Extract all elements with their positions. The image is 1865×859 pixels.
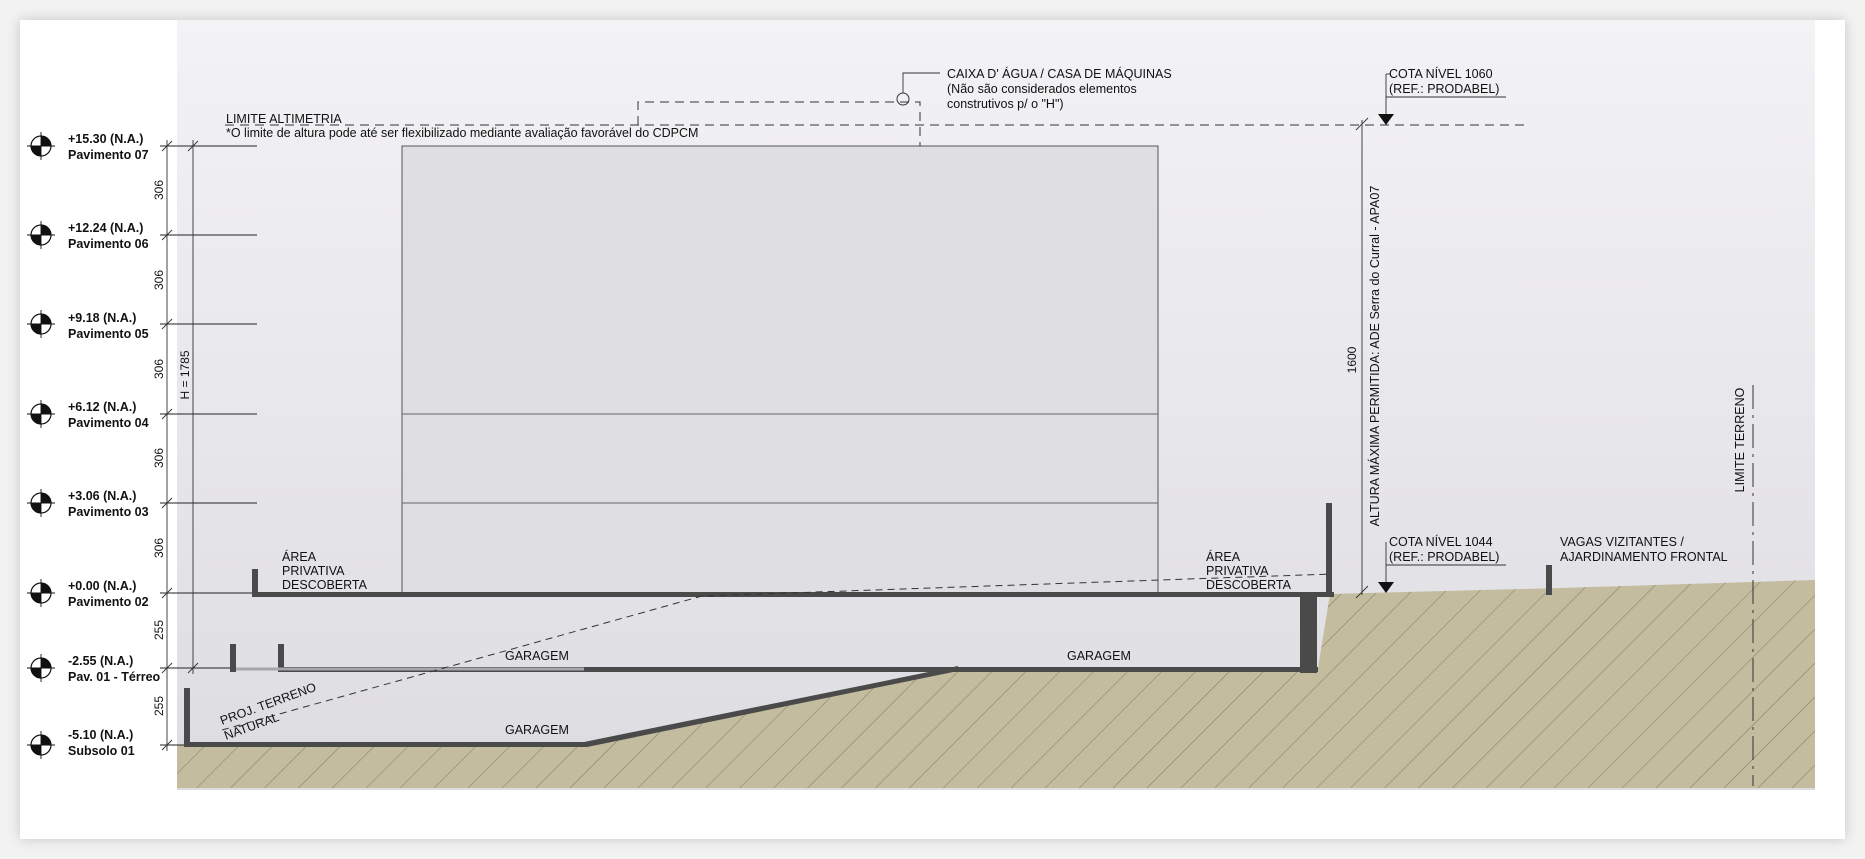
- caixa-note: construtivos p/ o "H"): [947, 97, 1064, 111]
- slab-terreo: [282, 667, 1318, 672]
- level-marker-icon: [26, 488, 56, 518]
- parapet-left: [252, 569, 258, 597]
- level-marker-icon: [26, 730, 56, 760]
- area-right-label: PRIVATIVA: [1206, 564, 1269, 578]
- max-height-value: 1600: [1345, 346, 1359, 373]
- garagem-label: GARAGEM: [505, 649, 569, 663]
- area-right-label: DESCOBERTA: [1206, 578, 1292, 592]
- level-labels: +15.30 (N.A.) Pavimento 07 +12.24 (N.A.)…: [68, 132, 161, 758]
- floor-height-label: 255: [152, 620, 166, 640]
- area-left-label: PRIVATIVA: [282, 564, 345, 578]
- floor-height-label: 306: [152, 448, 166, 468]
- level-elevation: +3.06 (N.A.): [68, 489, 136, 503]
- level-marker-icon: [26, 309, 56, 339]
- level-marker-icon: [26, 399, 56, 429]
- total-height-label: H = 1785: [178, 350, 192, 399]
- cota-1060-label: COTA NÍVEL 1060: [1389, 66, 1493, 81]
- slab-subsolo: [184, 742, 587, 747]
- natural-terrain-line: [221, 573, 1333, 731]
- cota-1044-label: COTA NÍVEL 1044: [1389, 534, 1493, 549]
- level-marker-icon: [26, 653, 56, 683]
- floor-height-labels: 306 306 306 306 306 255 255 H = 1785: [152, 180, 192, 716]
- cota-1044-ref: (REF.: PRODABEL): [1389, 550, 1499, 564]
- level-name: Pavimento 03: [68, 505, 149, 519]
- level-lines: [160, 145, 257, 746]
- level-elevation: +15.30 (N.A.): [68, 132, 143, 146]
- slab-pav02: [252, 592, 1334, 597]
- triangle-down-icon: [1378, 582, 1394, 593]
- garagem-label: GARAGEM: [1067, 649, 1131, 663]
- level-elevation: -2.55 (N.A.): [68, 654, 133, 668]
- parapet-terreo-a: [230, 644, 236, 672]
- max-height-label: ALTURA MÁXIMA PERMITIDA: ADE Serra do Cu…: [1367, 186, 1382, 527]
- level-marker-icon: [26, 220, 56, 250]
- floor-height-label: 306: [152, 359, 166, 379]
- level-name: Pavimento 07: [68, 148, 149, 162]
- level-elevation: +0.00 (N.A.): [68, 579, 136, 593]
- limite-altimetria-label: LIMITE ALTIMETRIA: [226, 112, 342, 126]
- level-name: Pav. 01 - Térreo: [68, 670, 161, 684]
- level-name: Pavimento 02: [68, 595, 149, 609]
- ramp: [584, 666, 958, 747]
- level-marker-icon: [26, 131, 56, 161]
- floor-height-label: 306: [152, 270, 166, 290]
- level-elevation: +12.24 (N.A.): [68, 221, 143, 235]
- level-elevation: +9.18 (N.A.): [68, 311, 136, 325]
- structure: [184, 503, 1552, 747]
- caixa-note: (Não são considerados elementos: [947, 82, 1137, 96]
- caixa-label: CAIXA D' ÁGUA / CASA DE MÁQUINAS: [947, 66, 1172, 81]
- level-name: Subsolo 01: [68, 744, 135, 758]
- caixa-leader: [902, 72, 940, 93]
- wall-subsolo: [184, 688, 190, 746]
- post-vagas: [1546, 565, 1552, 595]
- area-left-label: DESCOBERTA: [282, 578, 368, 592]
- level-elevation: +6.12 (N.A.): [68, 400, 136, 414]
- cota-markers: [1378, 73, 1506, 593]
- retaining-wall: [1300, 597, 1317, 673]
- area-right-label: ÁREA: [1206, 549, 1241, 564]
- parapet-terreo-b: [278, 644, 284, 672]
- floor-height-label: 255: [152, 696, 166, 716]
- level-name: Pavimento 05: [68, 327, 149, 341]
- level-marker-icon: [26, 578, 56, 608]
- floor-height-label: 306: [152, 538, 166, 558]
- max-height-dimension: [1355, 117, 1369, 599]
- level-name: Pavimento 04: [68, 416, 149, 430]
- limite-note: *O limite de altura pode até ser flexibi…: [226, 126, 698, 140]
- floor-height-label: 306: [152, 180, 166, 200]
- building-volume: [401, 145, 1159, 594]
- garagem-label: GARAGEM: [505, 723, 569, 737]
- limite-terreno-label: LIMITE TERRENO: [1733, 387, 1747, 492]
- dimension-chain: [161, 140, 199, 751]
- cota-1060-ref: (REF.: PRODABEL): [1389, 82, 1499, 96]
- level-name: Pavimento 06: [68, 237, 149, 251]
- vagas-label: AJARDINAMENTO FRONTAL: [1560, 550, 1728, 564]
- vagas-label: VAGAS VIZITANTES /: [1560, 535, 1684, 549]
- area-left-label: ÁREA: [282, 549, 317, 564]
- wall-right-tall: [1326, 503, 1332, 597]
- earth-fill: [177, 580, 1815, 788]
- level-elevation: -5.10 (N.A.): [68, 728, 133, 742]
- triangle-down-icon: [1378, 114, 1394, 125]
- level-markers: [26, 131, 56, 760]
